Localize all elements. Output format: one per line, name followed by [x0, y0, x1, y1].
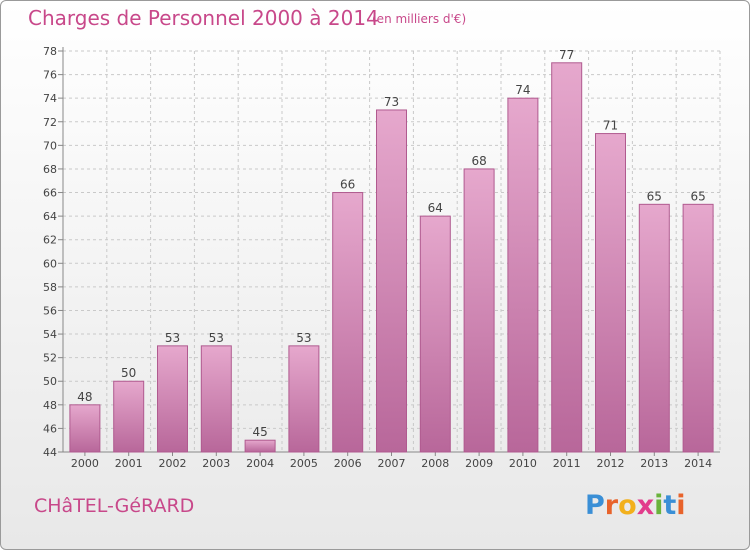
chart-subtitle: (en milliers d'€) [372, 12, 467, 26]
y-tick-label: 54 [43, 328, 57, 341]
y-tick-label: 74 [43, 92, 57, 105]
x-tick-label: 2010 [509, 457, 537, 470]
data-label: 74 [515, 83, 530, 97]
logo-letter: t [663, 490, 677, 521]
logo-letter: o [618, 490, 637, 521]
y-tick-label: 50 [43, 375, 57, 388]
data-label: 64 [428, 201, 443, 215]
x-tick-label: 2000 [71, 457, 99, 470]
x-tick-label: 2002 [159, 457, 187, 470]
logo-letter: x [636, 490, 655, 521]
bar [288, 345, 320, 453]
y-tick-label: 72 [43, 116, 57, 129]
logo-letter: r [604, 490, 619, 521]
bar [113, 380, 145, 453]
y-tick-label: 66 [43, 187, 57, 200]
x-tick-label: 2013 [640, 457, 668, 470]
x-tick-label: 2001 [115, 457, 143, 470]
y-tick-label: 44 [43, 446, 57, 459]
commune-name: CHâTEL-GéRARD [34, 495, 195, 517]
logo-letter: i [676, 490, 686, 521]
proxiti-logo: Proxiti [585, 490, 686, 521]
bar [507, 97, 539, 453]
bar [332, 192, 364, 453]
data-label: 65 [690, 189, 705, 203]
logo-letter: i [654, 490, 664, 521]
x-tick-label: 2003 [202, 457, 230, 470]
bar [157, 345, 188, 453]
x-tick-label: 2014 [684, 457, 712, 470]
data-label: 53 [296, 331, 311, 345]
x-tick-labels: 2000 2001 2002 2003 2004 2005 2006 2007 2008 2009… [71, 457, 712, 470]
bar [595, 133, 626, 453]
x-tick-label: 2011 [553, 457, 581, 470]
y-tick-label: 62 [43, 234, 57, 247]
y-tick-label: 76 [43, 69, 57, 82]
y-tick-label: 46 [43, 422, 57, 435]
x-tick-label: 2006 [334, 457, 362, 470]
data-label: 73 [384, 95, 399, 109]
y-tick-label: 68 [43, 163, 57, 176]
x-tick-label: 2004 [246, 457, 274, 470]
x-tick-label: 2007 [378, 457, 406, 470]
data-label: 68 [471, 154, 486, 168]
y-tick-labels: 44 46 48 50 52 54 56 58 60 62 64 66 68 70 72 74 76 78 [43, 45, 57, 459]
y-tick-label: 60 [43, 257, 57, 270]
data-label: 65 [647, 189, 662, 203]
data-label: 66 [340, 178, 355, 192]
y-tick-label: 78 [43, 45, 57, 58]
bar [200, 345, 232, 453]
bar [69, 404, 101, 453]
bar [463, 168, 495, 453]
data-label: 53 [209, 331, 224, 345]
y-tick-label: 48 [43, 399, 57, 412]
y-tick-label: 58 [43, 281, 57, 294]
chart-title: Charges de Personnel 2000 à 2014 [28, 6, 379, 30]
data-label: 48 [77, 390, 92, 404]
bar [419, 215, 451, 453]
data-label: 53 [165, 331, 180, 345]
bar [376, 109, 407, 453]
x-tick-label: 2012 [597, 457, 625, 470]
bars [69, 62, 714, 453]
y-tick-label: 52 [43, 352, 57, 365]
data-labels: 48 50 53 53 45 53 66 73 64 68 74 77 71 65 65 [77, 48, 705, 439]
logo-letter: P [585, 490, 605, 521]
data-label: 71 [603, 119, 618, 133]
bar [638, 203, 670, 453]
y-tick-label: 56 [43, 304, 57, 317]
y-tick-label: 70 [43, 139, 57, 152]
data-label: 77 [559, 48, 574, 62]
x-tick-label: 2009 [465, 457, 493, 470]
x-tick-label: 2008 [421, 457, 449, 470]
data-label: 50 [121, 366, 136, 380]
bar [682, 203, 714, 453]
x-tick-label: 2005 [290, 457, 318, 470]
y-tick-label: 64 [43, 210, 57, 223]
bar [244, 439, 276, 453]
bar [551, 62, 583, 453]
data-label: 45 [252, 425, 267, 439]
